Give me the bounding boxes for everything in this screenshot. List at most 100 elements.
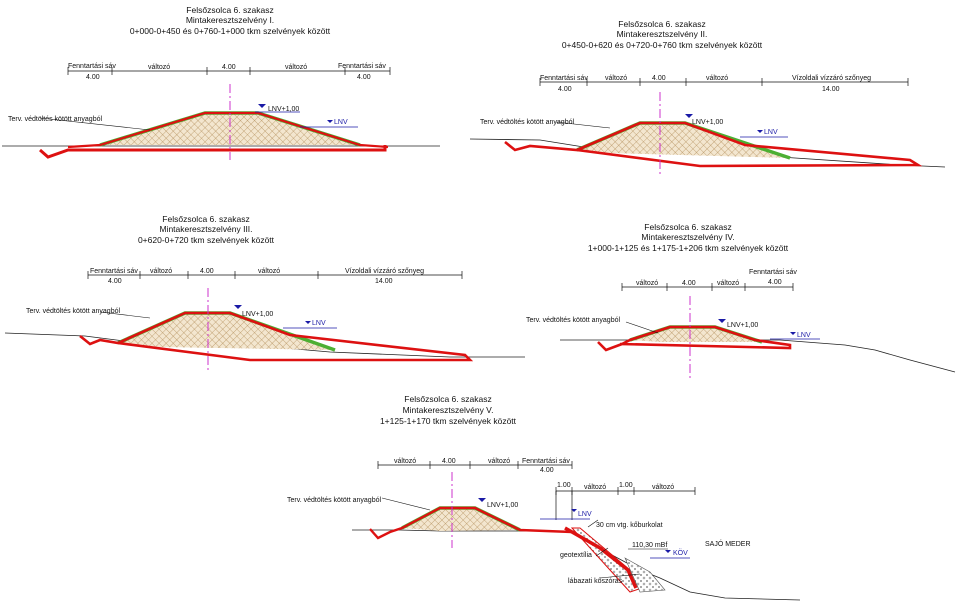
section-2-water-marker-icon [757, 130, 763, 133]
section-4-dim-label-3: változó [717, 280, 739, 287]
section-5-dim2-label-2: változó [584, 484, 606, 491]
section-5-dimension-line [377, 461, 573, 469]
section-4-dike-outline [597, 325, 792, 352]
section-3-dike-outline [79, 311, 474, 362]
section-5-dim-value-4: 4.00 [540, 467, 554, 474]
section-4-dim-label-4: Fenntartási sáv [749, 269, 797, 276]
section-5-toe-leader [599, 573, 641, 579]
section-5-dim-label-1: változó [394, 458, 416, 465]
section-4-crest-marker-icon [718, 319, 726, 323]
section-1-dim-value-3: 4.00 [222, 64, 236, 71]
section-5-paving-layer [564, 526, 638, 589]
section-5-geotextile-label: geotextília [560, 552, 592, 559]
section-1-water-label: LNV [334, 119, 348, 126]
section-5-leader [381, 497, 431, 511]
section-1-base-layer [39, 145, 387, 159]
section-5-title-2: Mintakeresztszelvény V. [403, 405, 494, 415]
section-3-dike-fill [118, 313, 335, 350]
section-2-dim-value-3: 4.00 [652, 75, 666, 82]
section-5-geotextile-leader [595, 547, 609, 557]
section-4-title-3: 1+000-1+125 és 1+175-1+206 tkm szelvénye… [588, 243, 789, 253]
section-4-water-marker-icon [790, 332, 796, 335]
section-4-dim-label-1: változó [636, 280, 658, 287]
section-5-fill-label: Terv. védtöltés kötött anyagból [287, 497, 381, 504]
section-5-kov-marker-icon [665, 550, 671, 553]
section-1-dim-label-4: változó [285, 64, 307, 71]
section-3-dim-value-5: 14.00 [375, 278, 393, 285]
section-1-dimension-line [67, 67, 391, 75]
section-5-paving-label: 30 cm vtg. kőburkolat [596, 522, 663, 529]
section-5-dimension-line-2 [555, 487, 696, 520]
section-1-dim-label-5: Fenntartási sáv [338, 63, 386, 70]
section-1-title-1: Felsőzsolca 6. szakasz [186, 5, 273, 15]
section-4-crest-label: LNV+1,00 [727, 322, 758, 329]
section-3-water-label: LNV [312, 320, 326, 327]
section-3-crest-marker-icon [234, 305, 242, 309]
section-3-dim-value-1: 4.00 [108, 278, 122, 285]
section-4-dimension-line [621, 283, 794, 291]
section-3: Felsőzsolca 6. szakasz Mintakeresztszelv… [4, 214, 525, 370]
section-3-leader [99, 311, 151, 319]
section-5-dim2-label-4: változó [652, 484, 674, 491]
section-3-title-3: 0+620-0+720 tkm szelvények között [138, 235, 275, 245]
section-5-paving-leader [587, 519, 599, 528]
section-2-title-2: Mintakeresztszelvény II. [617, 29, 708, 39]
section-1-dim-value-5: 4.00 [357, 74, 371, 81]
section-4-fill-label: Terv. védtöltés kötött anyagból [526, 317, 620, 324]
section-5-dim2-value-3: 1.00 [619, 482, 633, 489]
section-2-dimension-line [539, 78, 909, 86]
section-1-dim-label-2: változó [148, 64, 170, 71]
section-2-dim-label-4: változó [706, 75, 728, 82]
section-5-level-label: 110,30 mBf [632, 542, 667, 549]
section-3-dim-value-3: 4.00 [200, 268, 214, 275]
section-2-dim-value-1: 4.00 [558, 86, 572, 93]
section-1-dim-value-1: 4.00 [86, 74, 100, 81]
section-2-leader [555, 121, 611, 129]
section-3-dim-label-5: Vízoldali vízzáró szőnyeg [345, 268, 424, 275]
section-2-fill-label: Terv. védtöltés kötött anyagból [480, 119, 574, 126]
section-2-dim-label-2: változó [605, 75, 627, 82]
section-5-kov-label: KÖV [673, 549, 688, 557]
section-5: Felsőzsolca 6. szakasz Mintakeresztszelv… [287, 394, 801, 601]
section-2-dim-label-1: Fenntartási sáv [540, 75, 588, 82]
section-2-dike-outline [504, 121, 923, 168]
section-3-dimension-line [87, 271, 463, 279]
section-4-leader [625, 321, 659, 334]
section-3-crest-label: LNV+1,00 [242, 311, 273, 318]
section-2-water-label: LNV [764, 129, 778, 136]
section-2-dike-fill [577, 123, 790, 158]
section-3-fill-label: Terv. védtöltés kötött anyagból [26, 308, 120, 315]
section-5-river-label: SAJÓ MEDER [705, 539, 751, 548]
section-1-dike-fill [100, 113, 360, 145]
section-1-water-marker-icon [327, 120, 333, 123]
section-1-title-2: Mintakeresztszelvény I. [186, 15, 274, 25]
section-4-dim-value-4: 4.00 [768, 279, 782, 286]
section-3-dim-label-2: változó [150, 268, 172, 275]
section-2-crest-marker-icon [685, 114, 693, 118]
section-1-leader [39, 117, 151, 131]
section-1-title-3: 0+000-0+450 és 0+760-1+000 tkm szelvénye… [130, 26, 331, 36]
section-5-crest-marker-icon [478, 498, 486, 502]
section-3-title-2: Mintakeresztszelvény III. [159, 224, 252, 234]
section-5-toe-riprap [624, 557, 666, 593]
section-4: Felsőzsolca 6. szakasz Mintakeresztszelv… [526, 222, 956, 378]
section-5-dim-value-2: 4.00 [442, 458, 456, 465]
section-3-water-marker-icon [305, 321, 311, 324]
section-3-dim-label-4: változó [258, 268, 280, 275]
section-2-dim-value-5: 14.00 [822, 86, 840, 93]
section-5-title-3: 1+125-1+170 tkm szelvények között [380, 416, 517, 426]
section-5-dim2-value-1: 1.00 [557, 482, 571, 489]
section-5-toe-label: lábazati kőszórás [568, 578, 623, 585]
section-5-dim-label-3: változó [488, 458, 510, 465]
section-2-dim-label-5: Vízoldali vízzáró szőnyeg [792, 75, 871, 82]
section-1-crest-label: LNV+1,00 [268, 106, 299, 113]
section-1-crest-marker-icon [258, 104, 266, 108]
section-2-crest-label: LNV+1,00 [692, 119, 723, 126]
section-2-title-3: 0+450-0+620 és 0+720-0+760 tkm szelvénye… [562, 40, 763, 50]
section-5-water-marker-icon [571, 509, 577, 512]
section-5-crest-label: LNV+1,00 [487, 502, 518, 509]
section-5-water-label: LNV [578, 511, 592, 518]
section-5-dike-outline [369, 506, 573, 540]
section-4-title-1: Felsőzsolca 6. szakasz [644, 222, 731, 232]
